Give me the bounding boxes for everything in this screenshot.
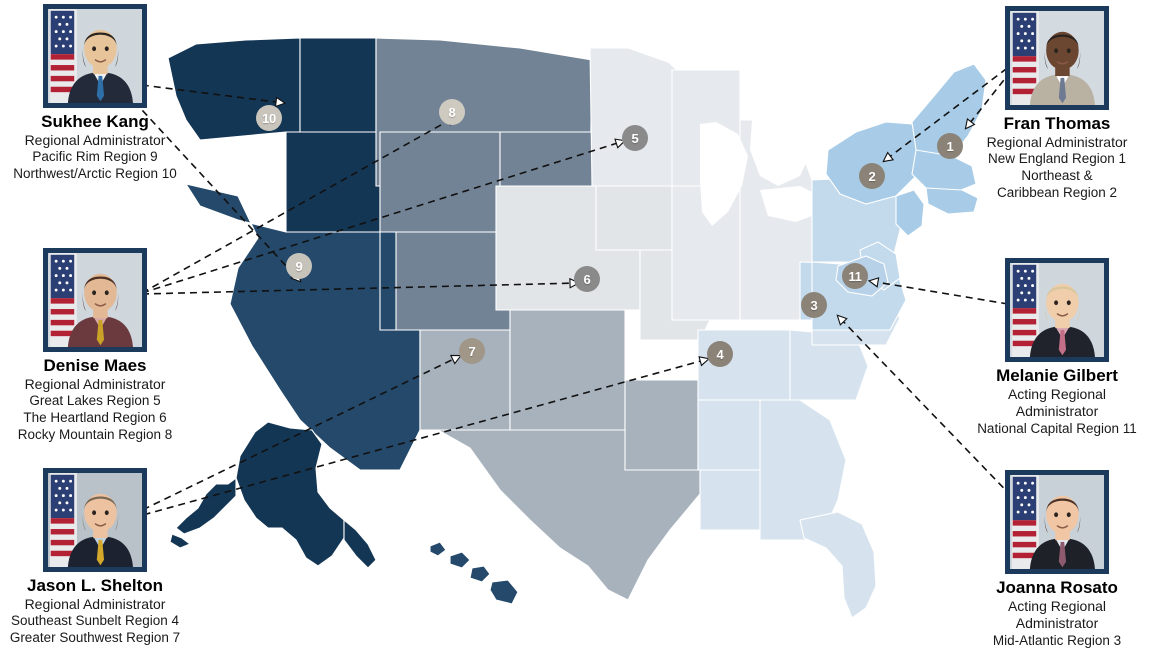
region-marker-7[interactable]: 7 <box>459 338 485 364</box>
person-name: Joanna Rosato <box>996 578 1118 597</box>
portrait-photo-joanna-rosato <box>1005 470 1109 574</box>
person-regions: Great Lakes Region 5 The Heartland Region… <box>0 393 190 444</box>
region-marker-2[interactable]: 2 <box>859 163 885 189</box>
portrait-photo-fran-thomas <box>1005 6 1109 110</box>
person-title: Acting Regional <box>1007 385 1107 402</box>
region-marker-1[interactable]: 1 <box>937 133 963 159</box>
person-region-line: Southeast Sunbelt Region 4 <box>10 613 180 629</box>
region-marker-3[interactable]: 3 <box>801 292 827 318</box>
region-5-shape <box>589 47 822 321</box>
person-card-joanna-rosato[interactable]: Joanna Rosato Acting Regional Administrato… <box>962 470 1152 648</box>
person-name: Denise Maes <box>43 356 147 375</box>
region-marker-4[interactable]: 4 <box>707 341 733 367</box>
person-card-jason-l-shelton[interactable]: Jason L. Shelton Regional Administrator So… <box>0 468 190 647</box>
person-title-line2: Administrator <box>1015 615 1099 632</box>
person-region-line: Mid-Atlantic Region 3 <box>992 632 1122 648</box>
region-marker-8[interactable]: 8 <box>439 99 465 125</box>
person-region-line: Greater Southwest Region 7 <box>9 629 181 645</box>
person-regions: New England Region 1 Northeast & Caribbean… <box>962 151 1152 202</box>
person-name: Jason L. Shelton <box>26 576 164 595</box>
person-region-line: National Capital Region 11 <box>977 420 1137 436</box>
portrait-photo-melanie-gilbert <box>1005 258 1109 362</box>
person-regions: Pacific Rim Region 9 Northwest/Arctic Reg… <box>0 149 190 183</box>
region-marker-11[interactable]: 11 <box>842 263 868 289</box>
person-region-line: Rocky Mountain Region 8 <box>17 426 173 442</box>
region-4-shape <box>697 289 901 619</box>
person-region-line: Great Lakes Region 5 <box>29 393 161 409</box>
person-card-melanie-gilbert[interactable]: Melanie Gilbert Acting Regional Administra… <box>962 258 1152 437</box>
person-card-denise-maes[interactable]: Denise Maes Regional Administrator Great L… <box>0 248 190 444</box>
person-title: Regional Administrator <box>24 375 166 392</box>
person-title: Acting Regional <box>1007 597 1107 614</box>
person-title: Regional Administrator <box>24 131 166 148</box>
person-region-line: The Heartland Region 6 <box>23 409 167 425</box>
person-regions: National Capital Region 11 <box>962 421 1152 438</box>
person-regions: Southeast Sunbelt Region 4 Greater Southw… <box>0 613 190 647</box>
portrait-photo-jason-l-shelton <box>43 468 147 572</box>
person-title-line2: Administrator <box>1015 403 1099 420</box>
person-card-sukhee-kang[interactable]: Sukhee Kang Regional Administrator Pacific… <box>0 4 190 183</box>
person-region-line: Northwest/Arctic Region 10 <box>13 165 177 181</box>
person-region-line: New England Region 1 <box>987 151 1127 167</box>
person-region-line: Caribbean Region 2 <box>996 184 1118 200</box>
hawaii-shape <box>429 541 519 605</box>
region-marker-5[interactable]: 5 <box>622 125 648 151</box>
person-name: Sukhee Kang <box>41 112 149 131</box>
person-card-fran-thomas[interactable]: Fran Thomas Regional Administrator New Eng… <box>962 6 1152 202</box>
person-region-line: Pacific Rim Region 9 <box>32 149 158 165</box>
portrait-photo-sukhee-kang <box>43 4 147 108</box>
person-name: Melanie Gilbert <box>996 366 1118 385</box>
region-marker-9[interactable]: 9 <box>286 253 312 279</box>
portrait-photo-denise-maes <box>43 248 147 352</box>
region-marker-10[interactable]: 10 <box>256 105 282 131</box>
region-marker-6[interactable]: 6 <box>574 266 600 292</box>
person-title: Regional Administrator <box>986 133 1128 150</box>
person-title: Regional Administrator <box>24 595 166 612</box>
person-name: Fran Thomas <box>1003 114 1111 133</box>
person-region-line: Northeast & <box>1021 167 1093 183</box>
person-regions: Mid-Atlantic Region 3 <box>962 633 1152 648</box>
